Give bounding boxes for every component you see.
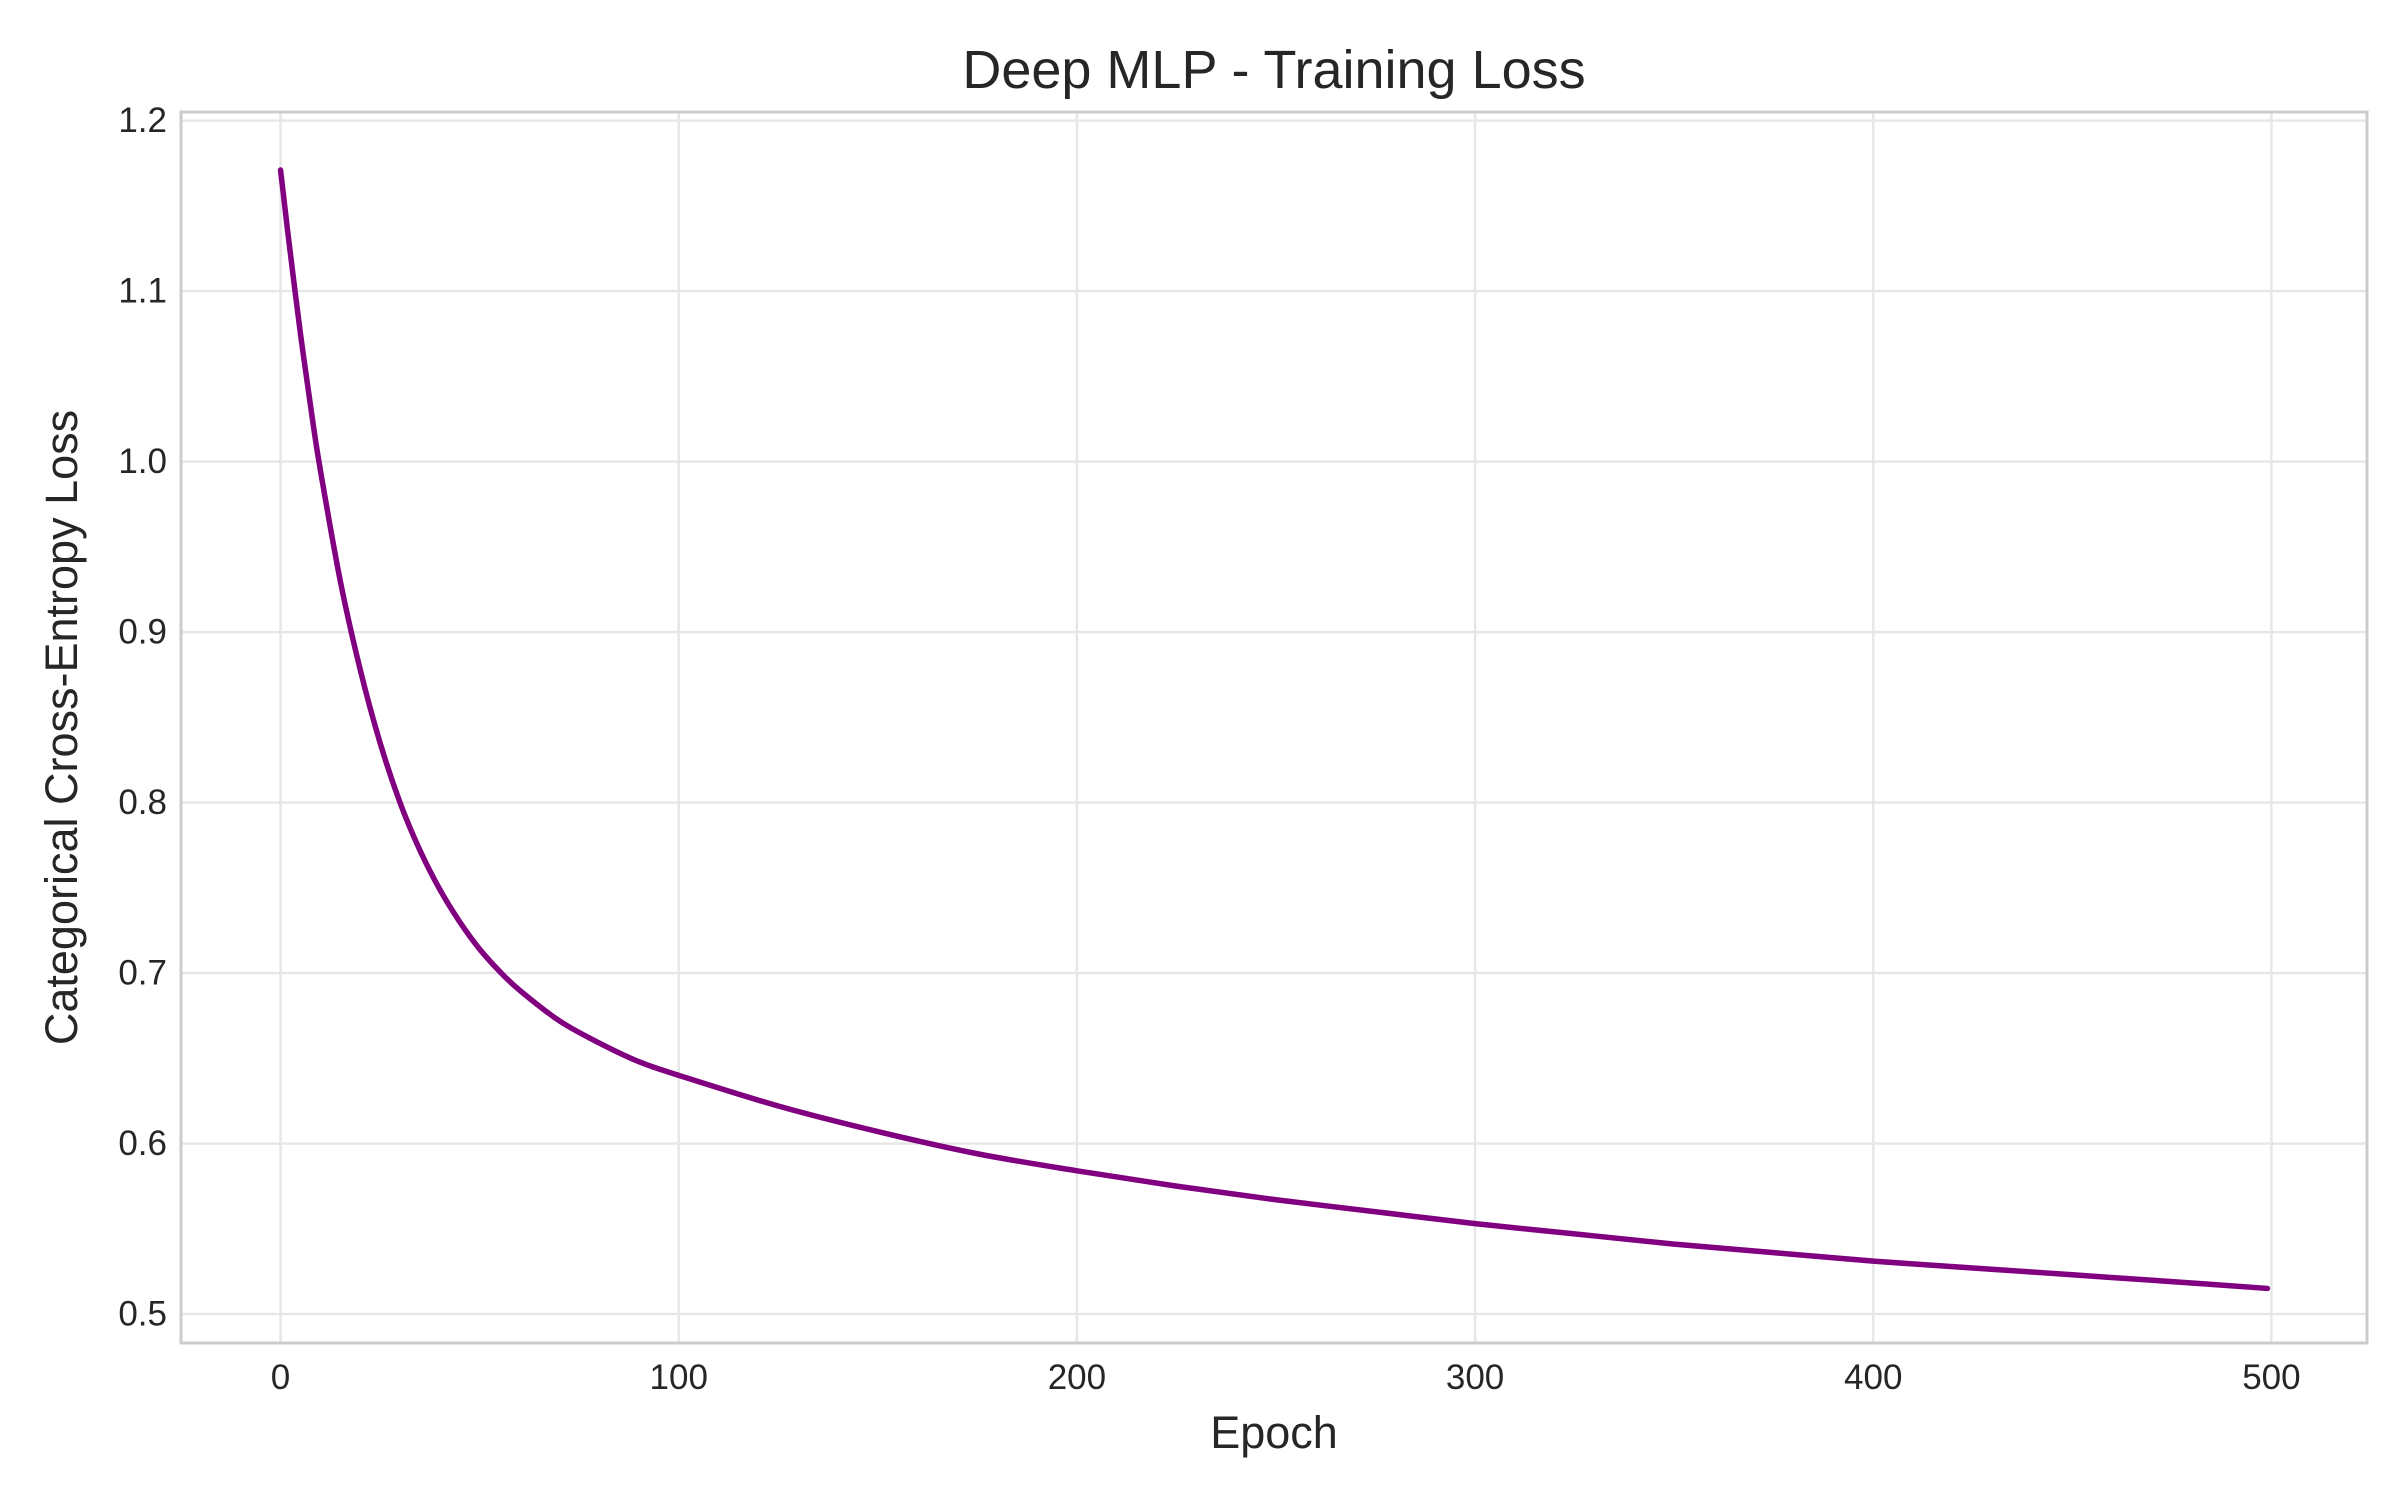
y-axis-ticks: 0.5 0.6 0.7 0.8 0.9 1.0 1.1 1.2 [118,101,167,1333]
x-tick-label: 200 [1048,1358,1106,1397]
series-layer [277,167,2271,1292]
x-tick-label: 0 [271,1358,290,1397]
x-axis-label: Epoch [1210,1407,1338,1458]
y-tick-label: 0.7 [118,954,167,993]
y-tick-label: 1.1 [118,272,167,311]
y-tick-label: 1.2 [118,101,167,140]
x-tick-label: 500 [2242,1358,2300,1397]
x-tick-label: 100 [650,1358,708,1397]
x-tick-label: 300 [1446,1358,1504,1397]
training-loss-line [277,167,2271,1292]
y-tick-label: 0.8 [118,783,167,822]
y-tick-label: 0.9 [118,613,167,652]
chart-title: Deep MLP - Training Loss [962,40,1585,100]
y-axis-label: Categorical Cross-Entropy Loss [36,410,87,1045]
y-tick-label: 1.0 [118,442,167,481]
y-tick-label: 0.5 [118,1295,167,1334]
plot-frame [179,110,2369,1345]
x-axis-ticks: 0 100 200 300 400 500 [271,1358,2301,1397]
grid [181,112,2367,1343]
y-tick-label: 0.6 [118,1124,167,1163]
x-tick-label: 400 [1844,1358,1902,1397]
